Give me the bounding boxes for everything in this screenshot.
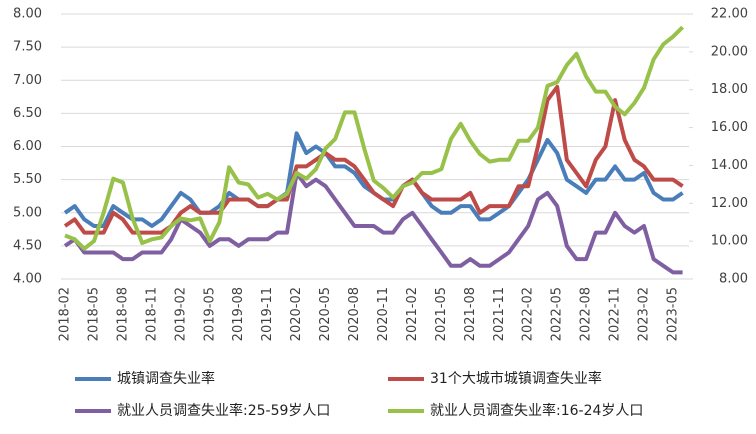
x-tick-label: 2020-11	[376, 287, 391, 341]
x-tick-label: 2022-05	[550, 287, 565, 341]
y-tick-label: 7.00	[13, 73, 42, 88]
x-tick-label: 2020-08	[347, 287, 362, 341]
legend-label: 就业人员调查失业率:25-59岁人口	[117, 402, 330, 419]
x-tick-label: 2018-05	[86, 287, 101, 341]
y-tick-label: 8.00	[13, 7, 42, 22]
legend-label: 31个大城市城镇调查失业率	[430, 370, 602, 387]
y2-tick-label: 22.00	[711, 7, 748, 22]
x-tick-label: 2022-02	[521, 287, 536, 341]
y2-tick-label: 16.00	[711, 120, 748, 135]
y-tick-label: 6.00	[13, 139, 42, 154]
y2-tick-label: 12.00	[711, 196, 748, 211]
x-tick-label: 2019-08	[231, 287, 246, 341]
y2-tick-label: 8.00	[719, 272, 748, 287]
x-tick-label: 2022-08	[579, 287, 594, 341]
y-tick-label: 4.00	[13, 272, 42, 287]
x-tick-label: 2023-05	[665, 287, 680, 341]
x-tick-label: 2022-11	[608, 287, 623, 341]
y-tick-label: 5.50	[13, 172, 42, 187]
x-tick-label: 2020-05	[318, 287, 333, 341]
series-line	[63, 84, 684, 235]
x-tick-label: 2019-05	[202, 287, 217, 341]
legend-label: 就业人员调查失业率:16-24岁人口	[430, 402, 643, 419]
x-tick-label: 2023-02	[637, 287, 652, 341]
x-tick-label: 2019-02	[173, 287, 188, 341]
y2-tick-label: 14.00	[711, 158, 748, 173]
x-tick-label: 2021-02	[405, 287, 420, 341]
series-line	[64, 25, 685, 251]
y-tick-label: 7.50	[13, 40, 42, 55]
x-tick-label: 2018-11	[144, 287, 159, 341]
x-tick-label: 2021-05	[434, 287, 449, 341]
legend-label: 城镇调查失业率	[117, 370, 215, 387]
x-tick-label: 2018-08	[115, 287, 130, 341]
y2-tick-label: 18.00	[711, 82, 748, 97]
y-tick-label: 4.50	[13, 238, 42, 253]
x-tick-label: 2019-11	[260, 287, 275, 341]
y2-tick-label: 10.00	[711, 234, 748, 249]
x-tick-label: 2021-11	[492, 287, 507, 341]
y-tick-label: 5.00	[13, 205, 42, 220]
x-tick-label: 2021-08	[463, 287, 478, 341]
series-line	[63, 171, 683, 275]
y-tick-label: 6.50	[13, 106, 42, 121]
y2-tick-label: 20.00	[711, 44, 748, 59]
x-tick-label: 2018-02	[58, 287, 73, 341]
x-tick-label: 2020-02	[289, 287, 304, 341]
